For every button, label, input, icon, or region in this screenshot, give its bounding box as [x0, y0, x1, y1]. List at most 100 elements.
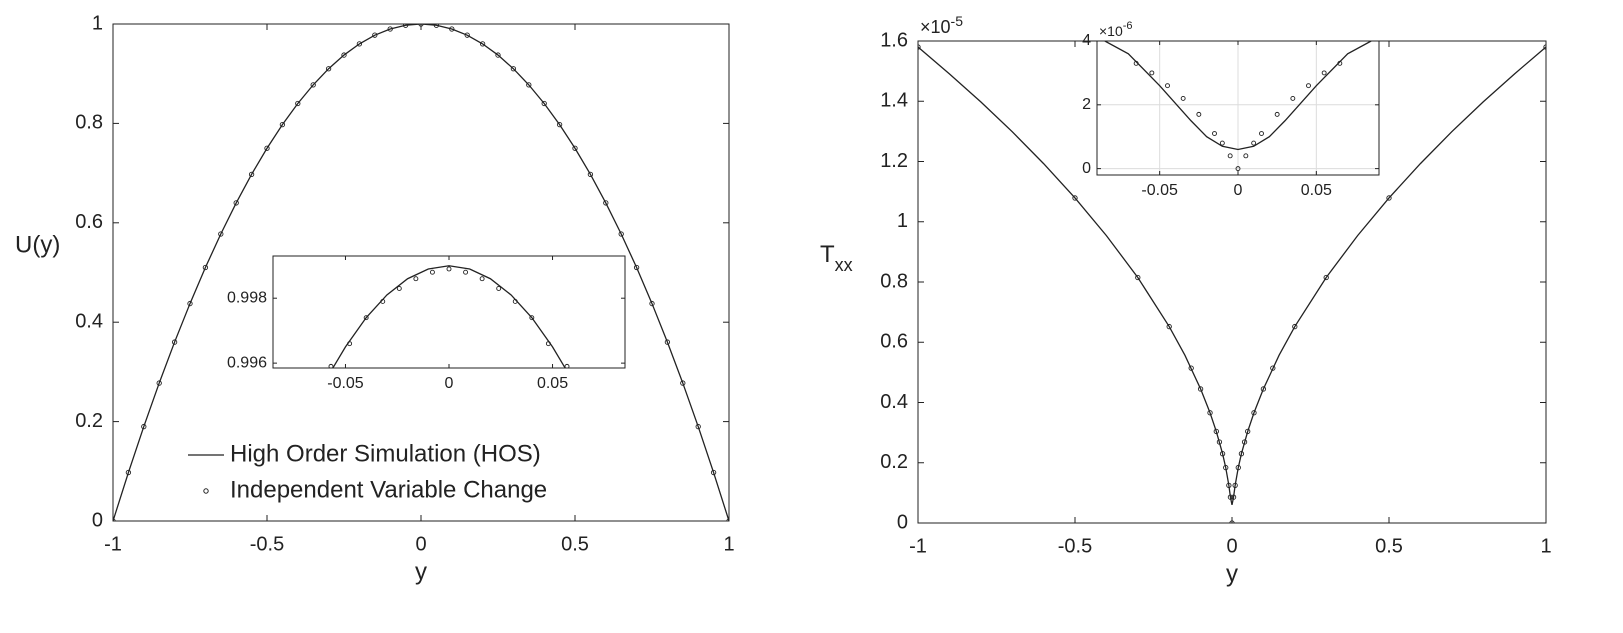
- y-tick-label: 4: [1082, 32, 1091, 49]
- y-tick-label: 0.8: [75, 112, 103, 134]
- marker: [479, 41, 486, 47]
- x-tick-label: 0: [1226, 535, 1237, 557]
- marker: [1166, 323, 1172, 330]
- y-tick-label: 0.2: [880, 451, 908, 473]
- x-tick-label: 0.5: [561, 533, 589, 555]
- marker: [1216, 439, 1223, 445]
- marker: [464, 32, 470, 38]
- marker: [156, 380, 162, 386]
- series-line: [113, 24, 729, 521]
- marker: [1165, 83, 1170, 89]
- marker: [545, 341, 551, 347]
- marker: [495, 52, 501, 58]
- inset-axes: -0.05 0 0.05 0.996 0.998: [227, 255, 626, 392]
- marker: [1219, 140, 1225, 146]
- marker: [248, 171, 255, 177]
- marker: [1321, 70, 1327, 76]
- axes: -1 -0.5 0 0.5 1 0 0.2 0.4 0.6 0.8 1 y U(y) High Order…: [15, 12, 735, 585]
- y-tick-label: 1.6: [880, 29, 908, 51]
- marker: [1337, 60, 1343, 66]
- marker: [233, 200, 239, 206]
- marker: [1180, 95, 1186, 101]
- marker: [279, 121, 286, 128]
- marker: [1292, 323, 1298, 330]
- marker: [564, 363, 570, 368]
- y-tick-label: 0.4: [880, 391, 908, 413]
- axes-frame: [1096, 40, 1380, 176]
- marker: [572, 145, 578, 151]
- x-tick-label: 0: [415, 533, 426, 555]
- marker: [1251, 140, 1257, 146]
- plot-area: [273, 256, 625, 368]
- marker: [918, 44, 921, 50]
- marker: [1290, 95, 1296, 101]
- axes-frame: [112, 23, 730, 522]
- marker: [529, 315, 535, 321]
- legend-label: Independent Variable Change: [230, 476, 547, 503]
- inset-axes: -0.05 0 0.05 0 2 4 ×10-6: [1082, 20, 1380, 199]
- y-tick-label: 0.998: [227, 289, 267, 306]
- marker: [446, 266, 452, 272]
- marker: [387, 26, 393, 32]
- x-tick-label: -1: [104, 533, 122, 555]
- y-tick-label: 0.2: [75, 410, 103, 432]
- y-axis-label-main: U(y): [15, 232, 60, 259]
- legend-marker: [203, 488, 209, 494]
- marker: [496, 286, 502, 291]
- marker: [433, 24, 440, 28]
- marker: [310, 82, 316, 88]
- marker: [695, 423, 701, 430]
- marker: [1219, 451, 1226, 457]
- marker: [479, 276, 485, 282]
- x-tick-label: 0: [1234, 182, 1243, 199]
- y-axis-label-main: T: [820, 241, 835, 268]
- marker: [141, 423, 147, 430]
- marker: [1251, 410, 1257, 416]
- y-exponent: ×10-6: [1099, 20, 1133, 39]
- marker: [1543, 44, 1546, 50]
- exponent-base: ×10: [1099, 23, 1123, 39]
- marker: [1230, 494, 1237, 500]
- marker: [125, 469, 132, 476]
- x-tick-label: 0: [445, 375, 454, 392]
- y-axis-label: Txx: [820, 241, 853, 274]
- marker: [649, 300, 655, 307]
- x-tick-label: -0.05: [327, 375, 364, 392]
- marker: [664, 339, 671, 345]
- marker: [556, 121, 563, 128]
- marker: [1274, 111, 1280, 117]
- marker: [328, 363, 334, 368]
- marker: [1245, 428, 1251, 435]
- marker: [1072, 195, 1078, 201]
- x-axis-label: y: [415, 558, 427, 585]
- marker: [1238, 451, 1245, 457]
- series-line: [918, 46, 1546, 506]
- marker: [264, 145, 270, 151]
- y-tick-label: 0.4: [75, 310, 103, 332]
- x-tick-label: 1: [723, 533, 734, 555]
- marker: [1235, 166, 1241, 172]
- y-tick-label: 1.4: [880, 90, 908, 112]
- marker: [341, 52, 347, 58]
- marker: [1149, 70, 1155, 76]
- marker: [1227, 494, 1234, 500]
- series-line: [332, 265, 566, 368]
- marker: [1386, 195, 1392, 201]
- marker: [1243, 153, 1249, 159]
- x-tick-label: -1: [909, 535, 927, 557]
- marker: [1213, 428, 1219, 435]
- x-tick-label: 0.05: [537, 375, 568, 392]
- marker: [418, 24, 424, 27]
- marker: [325, 66, 332, 72]
- marker: [1235, 464, 1241, 471]
- x-tick-label: -0.5: [250, 533, 284, 555]
- marker: [218, 231, 224, 237]
- marker: [413, 276, 419, 282]
- marker: [1241, 439, 1248, 445]
- y-tick-label: 1: [897, 210, 908, 232]
- y-axis-label: U(y): [15, 232, 60, 259]
- marker: [396, 286, 402, 291]
- x-tick-label: 1: [1540, 535, 1551, 557]
- marker: [380, 298, 386, 304]
- y-tick-label: 0: [1082, 160, 1091, 177]
